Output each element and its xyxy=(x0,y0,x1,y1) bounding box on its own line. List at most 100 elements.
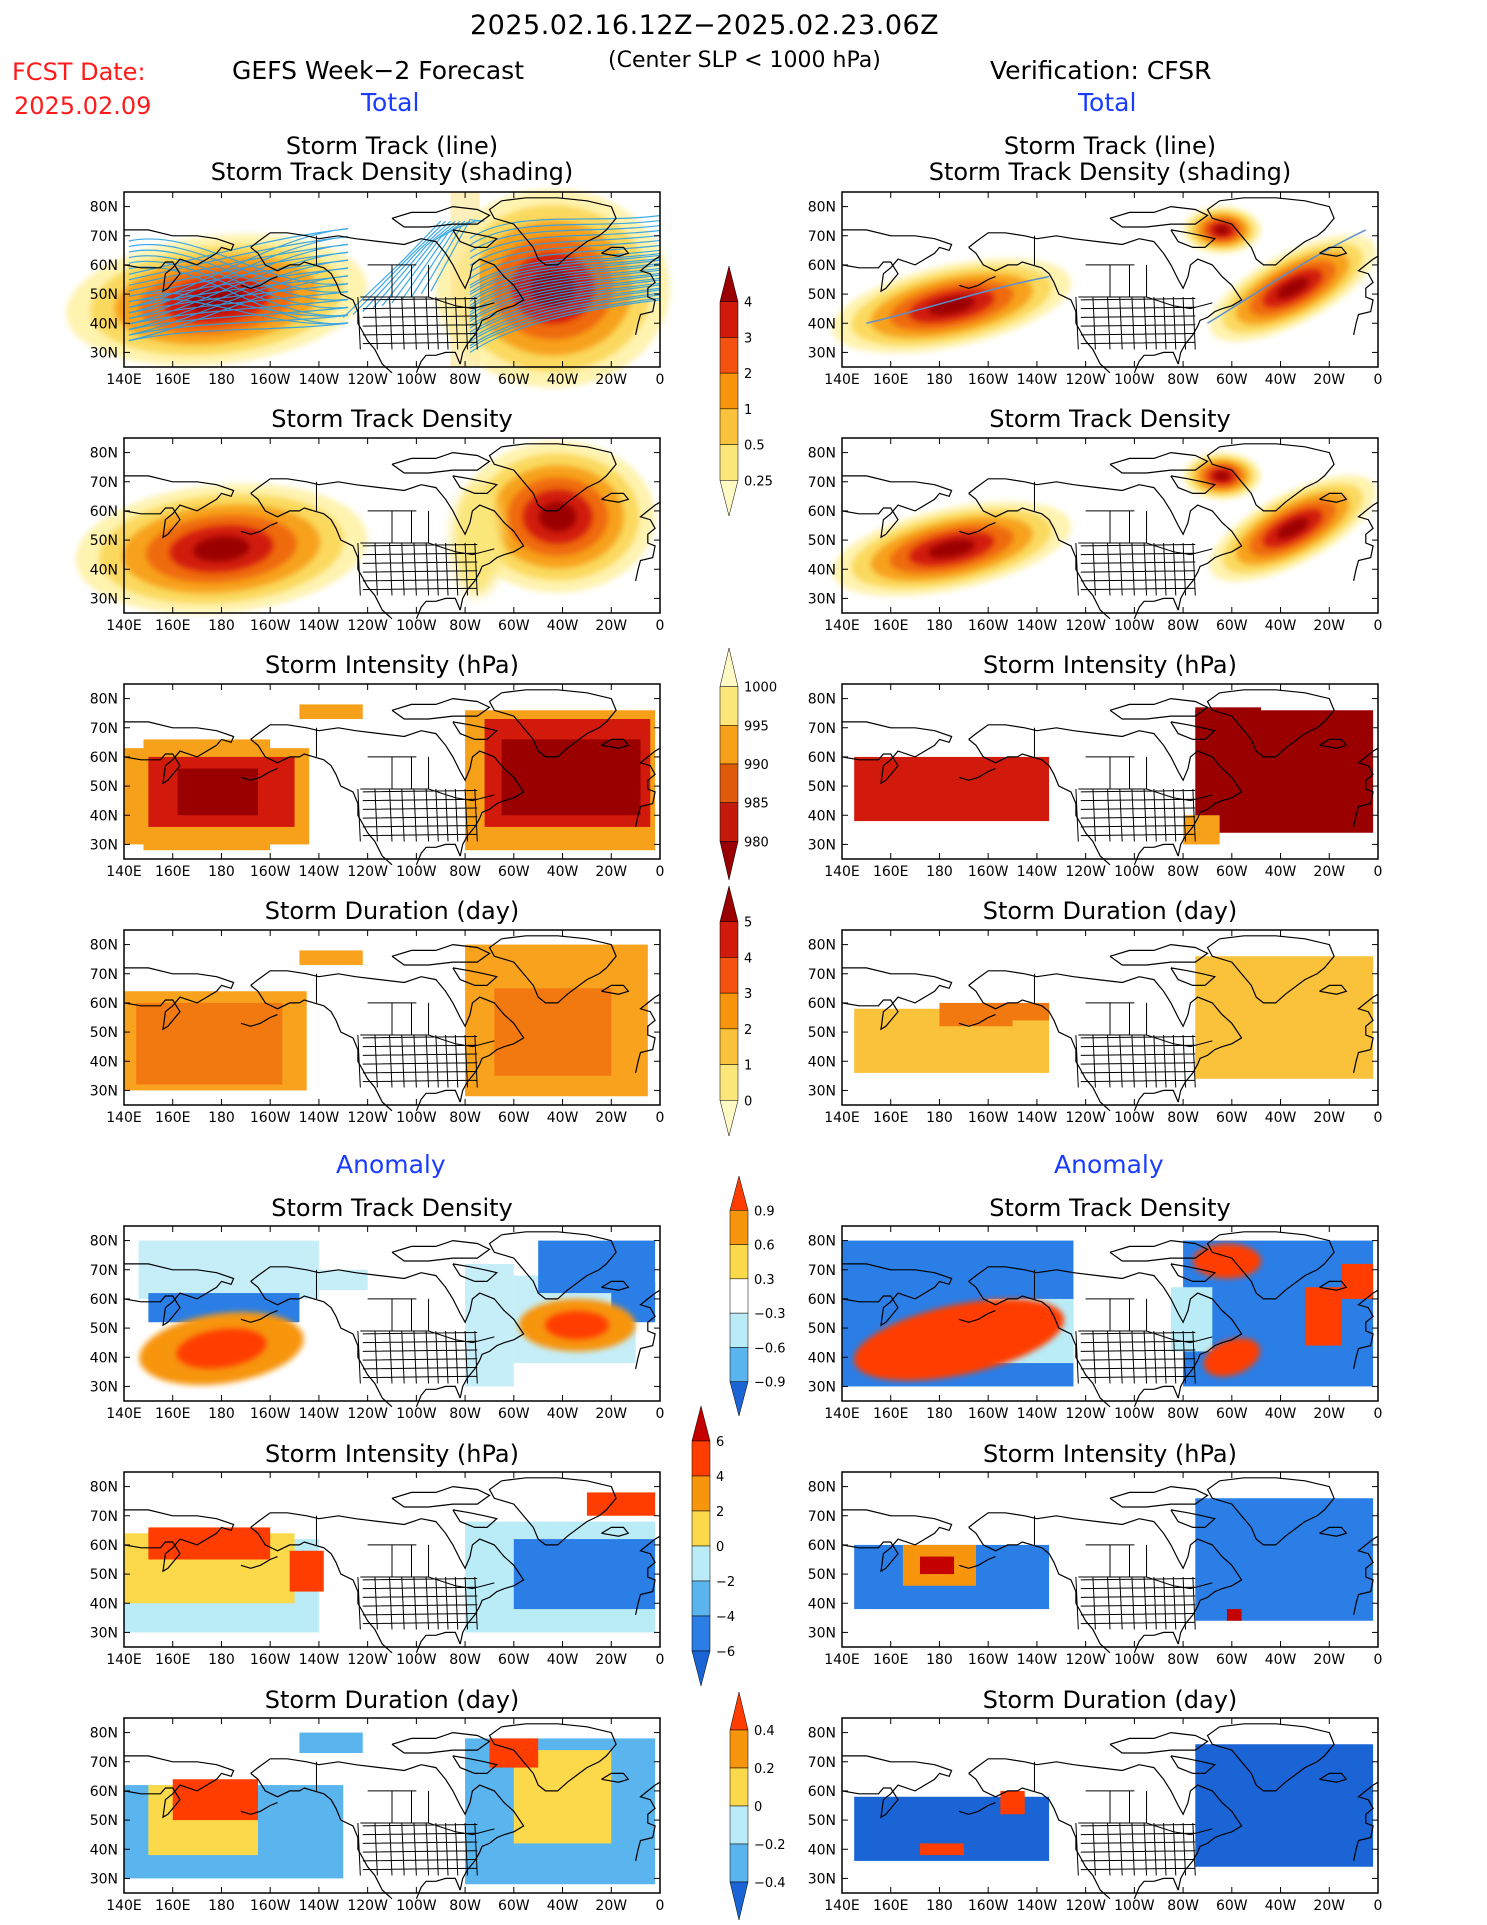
lat-tick-label: 80N xyxy=(90,446,118,462)
lon-tick-label: 120W xyxy=(347,1406,388,1422)
lon-tick-label: 160E xyxy=(155,618,191,634)
title-duration-right: Storm Duration (day) xyxy=(982,897,1238,925)
colorbar-density_anom: 0.9 0.6 0.3 −0.3 −0.6 −0.9 xyxy=(729,1175,786,1417)
lon-tick-label: 160W xyxy=(968,618,1009,634)
period-title: 2025.02.16.12Z−2025.02.23.06Z xyxy=(470,10,940,41)
lon-tick-label: 140W xyxy=(1017,864,1058,880)
colorbar-density_total: 4 3 2 1 0.5 0.25 xyxy=(719,265,773,517)
colorbar-swatch xyxy=(719,480,739,517)
colorbar-label: −0.9 xyxy=(754,1376,786,1391)
lon-tick-label: 0 xyxy=(1374,1406,1383,1422)
lat-tick-label: 70N xyxy=(90,475,118,491)
lon-tick-label: 80W xyxy=(1167,1110,1199,1126)
lon-tick-label: 60W xyxy=(498,618,530,634)
lon-tick-label: 160W xyxy=(968,1110,1009,1126)
lon-tick-label: 100W xyxy=(1114,1652,1155,1668)
colorbar-label: −0.2 xyxy=(754,1838,786,1853)
lat-tick-label: 40N xyxy=(808,1842,836,1858)
lat-tick-label: 40N xyxy=(90,1054,118,1070)
lon-tick-label: 180 xyxy=(926,1110,953,1126)
lon-tick-label: 140E xyxy=(824,618,860,634)
lat-tick-label: 80N xyxy=(808,446,836,462)
lat-tick-label: 30N xyxy=(808,1625,836,1641)
lat-tick-label: 80N xyxy=(808,1480,836,1496)
colorbar-swatch xyxy=(691,1545,711,1582)
lon-tick-label: 120W xyxy=(1065,1898,1106,1914)
colorbar-swatch xyxy=(729,1729,749,1769)
lon-tick-label: 80W xyxy=(449,1110,481,1126)
field-forecast-density-anom xyxy=(138,1240,656,1387)
colorbar-label: 0 xyxy=(744,1094,752,1109)
colorbar-swatch xyxy=(719,725,739,765)
field-verification-intensity-anom xyxy=(854,1498,1374,1621)
field-verification-density xyxy=(832,452,1377,597)
lon-tick-label: 100W xyxy=(1114,1898,1155,1914)
lon-tick-label: 0 xyxy=(1374,618,1383,634)
lon-tick-label: 0 xyxy=(1374,1652,1383,1668)
lon-tick-label: 160W xyxy=(968,1898,1009,1914)
lon-tick-label: 160W xyxy=(250,618,291,634)
lon-tick-label: 140E xyxy=(824,864,860,880)
colorbar-swatch xyxy=(729,1843,749,1883)
field-forecast-track xyxy=(66,189,670,388)
colorbar-swatch xyxy=(729,1881,749,1921)
lat-tick-label: 30N xyxy=(808,837,836,853)
lon-tick-label: 80W xyxy=(1167,1652,1199,1668)
lon-tick-label: 100W xyxy=(1114,1406,1155,1422)
lon-tick-label: 160E xyxy=(155,1898,191,1914)
lat-tick-label: 40N xyxy=(808,808,836,824)
lat-tick-label: 50N xyxy=(808,779,836,795)
colorbar-swatch xyxy=(729,1210,749,1245)
lon-tick-label: 140W xyxy=(299,1652,340,1668)
lon-tick-label: 180 xyxy=(926,1406,953,1422)
lon-tick-label: 100W xyxy=(396,372,437,388)
lon-tick-label: 0 xyxy=(656,1652,665,1668)
colorbar-swatch xyxy=(729,1278,749,1314)
colorbar-swatch xyxy=(719,885,739,922)
lon-tick-label: 160E xyxy=(873,864,909,880)
field-forecast-density xyxy=(75,440,656,615)
lon-tick-label: 40W xyxy=(1265,618,1297,634)
lon-tick-label: 160E xyxy=(155,372,191,388)
colorbar-label: −6 xyxy=(716,1645,735,1660)
colorbar-label: 1 xyxy=(744,1059,752,1074)
lon-tick-label: 160W xyxy=(250,1406,291,1422)
colorbar-swatch xyxy=(691,1475,711,1512)
lon-tick-label: 100W xyxy=(396,1652,437,1668)
colorbar-swatch xyxy=(729,1691,749,1731)
colorbar-swatch xyxy=(719,1028,739,1065)
lon-tick-label: 60W xyxy=(1216,372,1248,388)
lon-tick-label: 120W xyxy=(1065,618,1106,634)
lat-tick-label: 80N xyxy=(808,692,836,708)
lon-tick-label: 160E xyxy=(155,864,191,880)
colorbar-label: 3 xyxy=(744,331,752,346)
colorbar-swatch xyxy=(729,1767,749,1807)
colorbar-label: 0 xyxy=(754,1800,762,1815)
lon-tick-label: 120W xyxy=(347,1652,388,1668)
lon-tick-label: 140W xyxy=(1017,1110,1058,1126)
title-duration-left: Storm Duration (day) xyxy=(264,897,520,925)
lon-tick-label: 140E xyxy=(106,1898,142,1914)
lon-tick-label: 80W xyxy=(449,372,481,388)
lat-tick-label: 40N xyxy=(808,316,836,332)
lat-tick-label: 50N xyxy=(808,1321,836,1337)
lon-tick-label: 120W xyxy=(1065,864,1106,880)
lon-tick-label: 140W xyxy=(299,372,340,388)
lon-tick-label: 20W xyxy=(1313,1652,1345,1668)
lon-tick-label: 20W xyxy=(595,1406,627,1422)
lon-tick-label: 0 xyxy=(656,372,665,388)
lat-tick-label: 70N xyxy=(90,967,118,983)
field-forecast-duration-anom xyxy=(124,1732,656,1885)
colorbar-duration_anom: 0.4 0.2 0 −0.2 −0.4 xyxy=(729,1691,786,1921)
right-column-title: Verification: CFSR xyxy=(990,56,1212,85)
colorbar-label: 3 xyxy=(744,987,752,1002)
lon-tick-label: 20W xyxy=(1313,372,1345,388)
colorbar-swatch xyxy=(691,1405,711,1442)
colorbar-swatch xyxy=(719,686,739,726)
lon-tick-label: 160E xyxy=(873,618,909,634)
lon-tick-label: 140E xyxy=(106,864,142,880)
lon-tick-label: 20W xyxy=(1313,1898,1345,1914)
lon-tick-label: 140W xyxy=(299,864,340,880)
colorbar-swatch xyxy=(719,1064,739,1101)
lon-tick-label: 40W xyxy=(547,372,579,388)
